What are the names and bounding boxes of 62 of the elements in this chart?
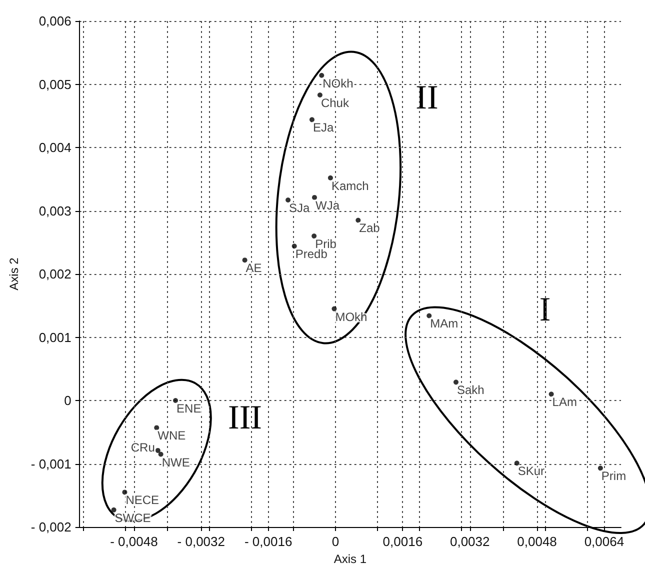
annotation: II — [416, 80, 438, 116]
data-label: NWE — [162, 455, 190, 470]
x-axis-title: Axis 1 — [334, 552, 367, 566]
x-tick-label: 0 — [332, 534, 340, 549]
data-label: Zab — [359, 221, 380, 236]
y-tick-label: 0 — [64, 393, 72, 408]
x-tick-label: 0,0032 — [450, 534, 490, 549]
y-tick-label: 0,002 — [38, 266, 72, 282]
y-tick-label: 0,006 — [38, 14, 72, 28]
data-label: WJa — [316, 198, 340, 212]
data-label: CRu — [130, 440, 155, 454]
point — [426, 313, 432, 318]
data-label: LAm — [552, 395, 577, 410]
y-tick-label: - 0,002 — [30, 520, 72, 534]
point — [158, 452, 164, 457]
data-label: SKur — [518, 464, 545, 478]
y-tick-label: 0,005 — [38, 76, 72, 92]
point — [309, 117, 314, 122]
annotation: III — [228, 400, 262, 436]
point — [286, 198, 291, 202]
data-label: Chuk — [320, 96, 350, 110]
data-label: AE — [246, 261, 262, 276]
data-label: EJa — [312, 120, 334, 135]
data-label: SJa — [289, 200, 310, 215]
y-tick-label: 0,001 — [38, 330, 72, 345]
point — [122, 490, 128, 495]
point — [154, 425, 160, 430]
x-tick-label: - 0,0016 — [244, 534, 292, 549]
data-label: Sakh — [456, 383, 484, 398]
point — [292, 244, 297, 249]
point — [242, 258, 248, 263]
x-tick-label: 0,0048 — [517, 534, 557, 549]
x-tick-label: 0,0016 — [382, 534, 423, 549]
data-label: Kamch — [331, 178, 369, 193]
point — [312, 194, 317, 200]
point — [548, 392, 554, 397]
data-label: ENE — [176, 402, 202, 416]
x-tick-label: - 0,0048 — [110, 534, 158, 549]
data-label: WNE — [158, 428, 186, 443]
point — [312, 234, 317, 239]
data-label: NOkh — [322, 76, 354, 90]
point — [454, 380, 458, 385]
y-tick-label: - 0,001 — [30, 456, 72, 472]
x-tick-label: - 0,0032 — [177, 534, 225, 549]
data-label: MAm — [430, 316, 458, 331]
point — [317, 92, 322, 98]
y-tick-label: 0,004 — [38, 140, 72, 155]
point — [332, 306, 337, 312]
y-axis-title: Axis 2 — [7, 257, 21, 290]
point — [173, 398, 178, 403]
point — [319, 72, 324, 78]
point — [111, 507, 116, 512]
data-label: NECE — [126, 493, 160, 508]
x-tick-label: 0,0064 — [584, 534, 624, 549]
point — [155, 448, 160, 453]
point — [356, 218, 361, 223]
point — [328, 175, 333, 180]
point — [514, 460, 520, 466]
data-label: Prim — [601, 469, 626, 484]
point — [598, 466, 603, 471]
y-tick-label: 0,003 — [38, 203, 72, 218]
data-label: Predb — [295, 247, 328, 262]
